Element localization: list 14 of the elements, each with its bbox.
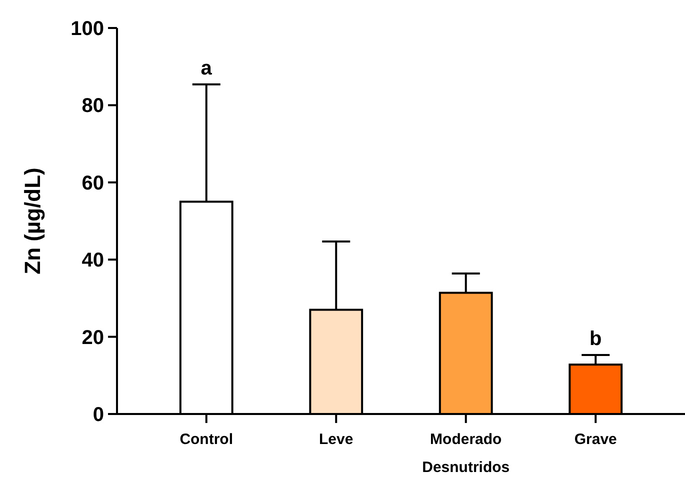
x-axis-title: Desnutridos xyxy=(422,459,510,476)
x-tick-label: Grave xyxy=(574,431,617,448)
x-tick-label: Leve xyxy=(319,431,354,448)
annotation: a xyxy=(200,57,213,80)
x-tick-label: Control xyxy=(180,431,234,448)
y-axis-title: Zn (µg/dL) xyxy=(20,168,45,274)
y-tick-label: 40 xyxy=(82,250,104,272)
y-tick-label: 20 xyxy=(82,326,104,349)
y-tick-label: 0 xyxy=(92,404,104,426)
y-tick-label: 60 xyxy=(82,172,104,194)
x-tick-label: Moderado xyxy=(430,431,502,448)
annotation: b xyxy=(590,328,602,350)
y-tick-label: 100 xyxy=(70,18,104,40)
y-tick-label: 80 xyxy=(82,95,104,118)
